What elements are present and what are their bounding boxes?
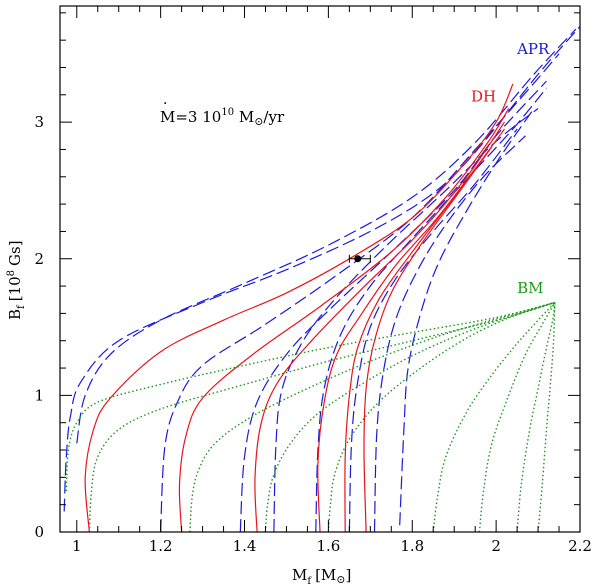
- x-tick-label: 1.4: [233, 537, 257, 555]
- series-dh-curve-1: [84, 83, 514, 533]
- data-point-marker: [348, 254, 371, 263]
- series-bm-curve-2: [88, 301, 556, 533]
- x-tick-label: 1: [72, 537, 82, 555]
- series-apr-curve-4: [239, 80, 547, 533]
- series-dh-curve-3: [254, 121, 505, 533]
- annotation-suffix: /yr: [263, 108, 285, 126]
- ticks-layer: [60, 6, 581, 533]
- series-apr-curve-7: [348, 128, 518, 533]
- series-bm-curve-1: [65, 301, 555, 492]
- x-axis-label-sub: f: [307, 576, 312, 587]
- series-apr-curve-9: [399, 108, 535, 526]
- plot-frame: [59, 5, 581, 533]
- y-tick-label: 0: [34, 523, 44, 541]
- y-axis-label-unit-exp: 8: [6, 270, 17, 276]
- annotation-prefix: M: [160, 108, 175, 126]
- y-axis-label: Bf [108 Gs]: [6, 240, 27, 320]
- accretion-rate-annotation: M=3 1010 M⊙/yr: [160, 107, 285, 128]
- series-dh-curve-2: [178, 108, 510, 533]
- x-tick-label: 2.2: [568, 537, 592, 555]
- series-label-dh: DH: [471, 88, 496, 106]
- tick-labels-layer: 1 1.2 1.4 1.6 1.8 2 2.2 0 1 2 3: [34, 113, 591, 555]
- curves-layer: [63, 26, 581, 533]
- series-bm-curve-4: [264, 301, 556, 533]
- series-bm-curve-7: [478, 302, 556, 533]
- x-tick-label: 1.2: [149, 537, 173, 555]
- x-tick-label: 1.8: [400, 537, 424, 555]
- mdot-dot-icon: ·: [163, 96, 167, 112]
- x-axis-label-close: ]: [346, 566, 352, 584]
- series-dh-curve-4: [317, 128, 505, 533]
- series-dh-curve-6: [363, 146, 493, 533]
- series-apr-curve-3: [160, 53, 560, 533]
- series-apr-curve-8: [373, 135, 526, 533]
- annotation-exp: 10: [221, 107, 234, 118]
- series-bm-curve-5: [327, 301, 556, 533]
- x-axis-label: Mf [M⊙]: [292, 566, 351, 587]
- series-apr-curve-5: [273, 108, 539, 533]
- x-tick-label: 1.6: [316, 537, 340, 555]
- annotation-mid: =3 10: [175, 108, 221, 126]
- x-axis-label-main: M: [292, 566, 307, 584]
- annotation-unit: M: [234, 108, 254, 126]
- y-tick-label: 2: [34, 250, 44, 268]
- series-bm-curve-8: [516, 302, 556, 533]
- data-point-dot: [354, 255, 362, 263]
- y-tick-label: 1: [34, 386, 44, 404]
- x-tick-label: 2: [491, 537, 501, 555]
- series-bm-curve-9: [537, 302, 556, 533]
- y-axis-label-main: B: [6, 309, 24, 320]
- series-apr-curve-6: [315, 87, 547, 533]
- series-labels-layer: APR DH BM: [471, 40, 550, 297]
- series-label-bm: BM: [517, 279, 543, 297]
- y-axis-label-unit-close: Gs]: [6, 240, 24, 266]
- series-bm-curve-6: [432, 302, 556, 533]
- series-label-apr: APR: [516, 40, 550, 58]
- series-dh-curve-5: [344, 151, 489, 533]
- y-axis-label-sub: f: [16, 304, 27, 309]
- series-apr-curve-1: [63, 26, 581, 512]
- y-axis-label-unit-open: [10: [6, 276, 24, 301]
- y-tick-label: 3: [34, 113, 44, 131]
- x-axis-label-unit: [M: [315, 566, 336, 584]
